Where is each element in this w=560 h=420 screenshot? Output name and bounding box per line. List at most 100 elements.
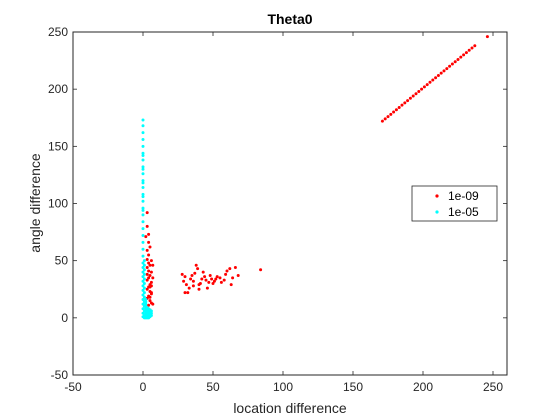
data-point-1e-05 (141, 275, 145, 279)
data-point-1e-09 (445, 67, 449, 71)
data-point-1e-09 (207, 280, 211, 284)
data-point-1e-09 (428, 80, 432, 84)
data-point-1e-09 (408, 96, 412, 100)
data-point-1e-09 (145, 258, 149, 262)
data-point-1e-05 (142, 277, 146, 281)
data-point-1e-05 (142, 295, 146, 299)
data-point-1e-05 (142, 263, 146, 267)
data-point-1e-05 (141, 167, 145, 171)
data-point-1e-09 (147, 269, 151, 273)
data-point-1e-09 (149, 284, 153, 288)
data-point-1e-09 (403, 101, 407, 105)
data-point-1e-09 (191, 279, 195, 283)
data-point-1e-05 (141, 234, 145, 238)
data-point-1e-09 (205, 286, 209, 290)
data-point-1e-05 (141, 220, 145, 224)
data-point-1e-09 (145, 266, 149, 270)
x-tick-label: 250 (483, 380, 503, 394)
data-point-1e-09 (224, 272, 228, 276)
data-point-1e-09 (147, 303, 151, 307)
data-point-1e-09 (148, 245, 152, 249)
legend-marker-1e-05 (435, 210, 439, 214)
data-point-1e-09 (145, 287, 149, 291)
data-point-1e-05 (141, 195, 145, 199)
data-point-1e-09 (145, 272, 149, 276)
data-point-1e-09 (197, 283, 201, 287)
data-point-1e-05 (141, 144, 145, 148)
data-point-1e-05 (141, 158, 145, 162)
data-point-1e-05 (142, 300, 146, 304)
data-point-1e-05 (144, 302, 148, 306)
data-point-1e-09 (436, 73, 440, 77)
data-point-1e-05 (141, 247, 145, 251)
data-point-1e-09 (470, 46, 474, 50)
y-tick-label: -50 (51, 368, 69, 382)
data-point-1e-09 (467, 48, 471, 52)
data-point-1e-09 (208, 274, 212, 278)
data-point-1e-09 (144, 235, 148, 239)
data-point-1e-05 (148, 315, 152, 319)
data-point-1e-05 (142, 272, 146, 276)
data-point-1e-09 (233, 266, 237, 270)
data-point-1e-09 (222, 278, 226, 282)
y-tick-label: 250 (48, 25, 68, 39)
data-point-1e-09 (186, 291, 190, 295)
data-point-1e-09 (145, 278, 149, 282)
data-point-1e-05 (141, 298, 145, 302)
x-axis-label: location difference (233, 400, 347, 416)
data-point-1e-09 (149, 280, 153, 284)
data-point-1e-09 (190, 274, 194, 278)
legend-label-1e-05: 1e-05 (448, 205, 479, 219)
data-point-1e-09 (380, 119, 384, 123)
data-point-1e-09 (406, 99, 410, 103)
data-point-1e-09 (145, 224, 149, 228)
data-point-1e-05 (141, 124, 145, 128)
data-point-1e-09 (420, 87, 424, 91)
data-point-1e-09 (464, 51, 468, 55)
data-point-1e-09 (183, 291, 187, 295)
data-point-1e-09 (229, 283, 233, 287)
data-point-1e-09 (212, 279, 216, 283)
legend-marker-1e-09 (435, 194, 439, 198)
data-point-1e-09 (147, 253, 151, 257)
data-point-1e-09 (151, 276, 155, 280)
data-point-1e-09 (148, 263, 152, 267)
data-point-1e-09 (189, 277, 193, 281)
data-point-1e-09 (394, 108, 398, 112)
data-point-1e-09 (236, 274, 240, 278)
data-point-1e-09 (459, 55, 463, 59)
data-point-1e-09 (228, 267, 232, 271)
data-point-1e-05 (141, 151, 145, 155)
data-point-1e-09 (147, 276, 151, 280)
data-point-1e-09 (411, 94, 415, 98)
data-point-1e-09 (194, 263, 198, 267)
data-point-1e-09 (453, 60, 457, 64)
legend-box (411, 185, 498, 222)
data-point-1e-05 (142, 282, 146, 286)
data-point-1e-09 (151, 302, 155, 306)
data-point-1e-09 (434, 76, 438, 80)
data-point-1e-05 (141, 185, 145, 189)
data-point-1e-05 (142, 268, 146, 272)
data-point-1e-09 (425, 83, 429, 87)
data-point-1e-09 (219, 280, 223, 284)
data-point-1e-09 (145, 248, 149, 252)
data-point-1e-05 (142, 304, 146, 308)
data-point-1e-09 (389, 112, 393, 116)
data-point-1e-09 (191, 284, 195, 288)
data-point-1e-05 (141, 270, 145, 274)
legend: 1e-09 1e-05 (411, 185, 498, 222)
data-point-1e-05 (141, 172, 145, 176)
data-point-1e-09 (456, 57, 460, 61)
y-tick-label: 150 (48, 139, 68, 153)
data-point-1e-09 (225, 269, 229, 273)
y-axis-label: angle difference (27, 153, 43, 253)
data-point-1e-09 (149, 270, 153, 274)
data-point-1e-09 (201, 270, 205, 274)
data-point-1e-05 (141, 284, 145, 288)
data-point-1e-09 (422, 85, 426, 89)
y-tick-label: 200 (48, 82, 68, 96)
data-point-1e-05 (141, 293, 145, 297)
data-point-1e-09 (184, 283, 188, 287)
